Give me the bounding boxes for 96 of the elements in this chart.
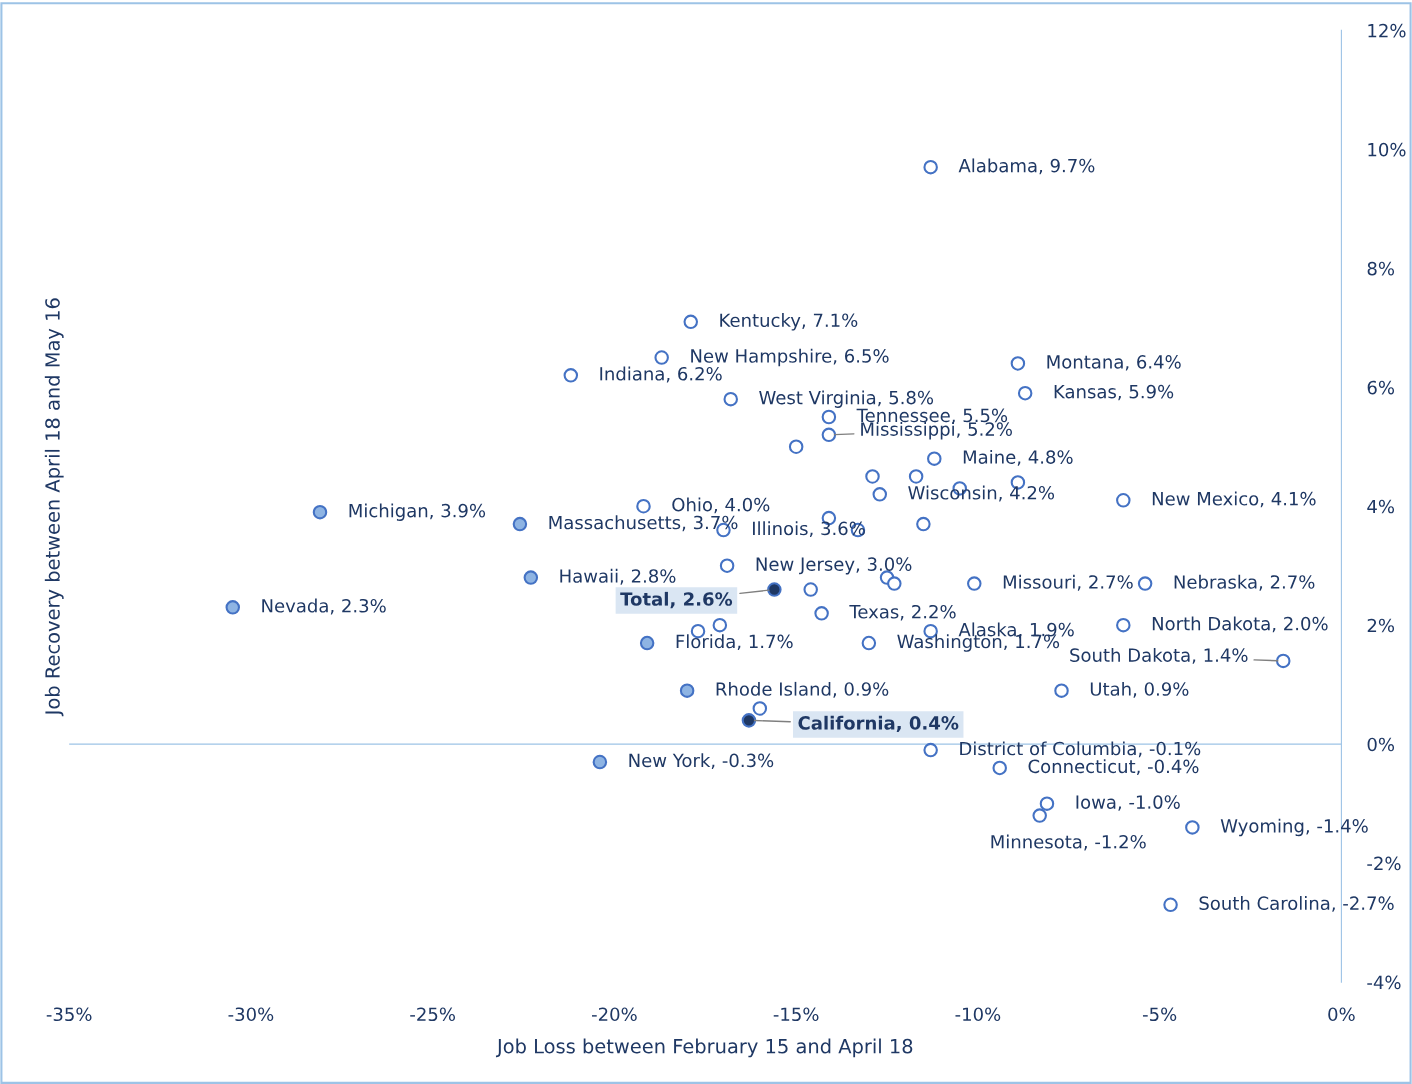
y-tick-label: 6% [1367, 380, 1395, 395]
x-tick-label: -35% [46, 1007, 92, 1022]
annotation: Iowa, -1.0% [1076, 795, 1180, 811]
annotation: Montana, 6.4% [1047, 355, 1181, 371]
annotation: Total, 2.6% [620, 591, 733, 609]
annotation: New Hampshire, 6.5% [691, 348, 889, 367]
point [752, 701, 768, 716]
annotation: Florida, 1.7% [676, 634, 793, 651]
point [887, 576, 902, 591]
point [636, 498, 651, 514]
point [923, 742, 938, 758]
point [1054, 683, 1069, 698]
y-tick-label: 2% [1367, 618, 1395, 633]
point [821, 427, 837, 443]
point [908, 469, 924, 484]
annotation: South Carolina, -2.7% [1199, 896, 1394, 912]
annotation: District of Columbia, -0.1% [960, 741, 1201, 758]
point [1032, 808, 1047, 823]
point [741, 713, 757, 728]
point [523, 570, 539, 585]
point [1039, 796, 1055, 811]
y-axis-title: Job Recovery between April 18 and May 16 [44, 298, 64, 717]
annotation: Utah, 0.9% [1090, 681, 1189, 698]
point [1017, 385, 1033, 401]
point [788, 439, 804, 454]
annotation: Wisconsin, 4.2% [908, 485, 1055, 502]
annotation: Alabama, 9.7% [958, 158, 1095, 175]
point [872, 487, 888, 502]
point [861, 635, 877, 651]
annotation: Nevada, 2.3% [262, 598, 386, 615]
y-tick-label: 8% [1367, 261, 1395, 276]
annotation: North Dakota, 2.0% [1152, 616, 1328, 633]
annotation: Ohio, 4.0% [672, 497, 770, 514]
point [679, 683, 695, 698]
point [719, 558, 735, 573]
point [992, 760, 1007, 776]
point [923, 159, 938, 175]
point [821, 409, 837, 425]
point [563, 368, 579, 383]
x-tick-label: -30% [228, 1007, 274, 1022]
point [865, 469, 880, 484]
y-tick-label: -4% [1367, 975, 1401, 990]
x-axis-title: Job Loss between February 15 and April 18 [495, 1038, 913, 1058]
annotation: West Virginia, 5.8% [759, 390, 934, 408]
x-tick-label: 0% [1328, 1007, 1355, 1022]
annotation: Missouri, 2.7% [1003, 574, 1133, 591]
y-tick-label: -2% [1367, 856, 1401, 871]
point [1116, 493, 1131, 508]
annotation: New York, -0.3% [629, 753, 774, 770]
x-tick-label: -25% [410, 1007, 455, 1022]
point [683, 314, 699, 330]
annotation: Maine, 4.8% [963, 449, 1073, 466]
annotation: South Dakota, 1.4% [1070, 647, 1248, 664]
point [639, 635, 655, 651]
annotation: Kentucky, 7.1% [720, 313, 858, 331]
y-tick-label: 0% [1367, 737, 1395, 752]
point [1185, 820, 1200, 835]
point [723, 391, 738, 407]
annotation: Wyoming, -1.4% [1220, 818, 1368, 837]
x-tick-label: -5% [1142, 1007, 1177, 1022]
point [967, 576, 982, 591]
annotation: Massachusetts, 3.7% [549, 515, 738, 532]
annotation: Kansas, 5.9% [1054, 384, 1174, 401]
x-tick-label: -20% [591, 1007, 637, 1022]
point [767, 582, 782, 597]
annotation: New Jersey, 3.0% [756, 557, 912, 575]
point [312, 504, 328, 520]
annotation: California, 0.4% [798, 715, 959, 733]
annotation: Nebraska, 2.7% [1174, 574, 1315, 591]
annotation: Rhode Island, 0.9% [716, 681, 889, 698]
annotation: Indiana, 6.2% [600, 366, 722, 383]
point [712, 617, 728, 633]
x-tick-label: -15% [773, 1007, 819, 1022]
x-tick-label: -10% [955, 1007, 1001, 1022]
point [592, 754, 608, 770]
point [927, 451, 942, 466]
annotation: New Mexico, 4.1% [1152, 491, 1316, 508]
point [1137, 576, 1153, 591]
y-tick-label: 4% [1367, 499, 1395, 514]
point [916, 516, 931, 532]
point [814, 606, 829, 621]
annotation: Michigan, 3.9% [349, 503, 486, 521]
point [1163, 897, 1178, 913]
y-tick-label: 10% [1368, 142, 1406, 157]
annotation: Texas, 2.2% [849, 604, 956, 621]
point [512, 516, 528, 532]
annotation: Minnesota, -1.2% [991, 834, 1146, 851]
annotation: Hawaii, 2.8% [560, 568, 676, 585]
y-tick-label: 12% [1368, 23, 1406, 38]
point [803, 582, 818, 597]
annotation: Connecticut, -0.4% [1028, 759, 1199, 776]
point [225, 600, 241, 615]
point [1275, 653, 1291, 669]
point [1010, 356, 1026, 371]
point [654, 350, 669, 365]
point [1116, 617, 1131, 633]
